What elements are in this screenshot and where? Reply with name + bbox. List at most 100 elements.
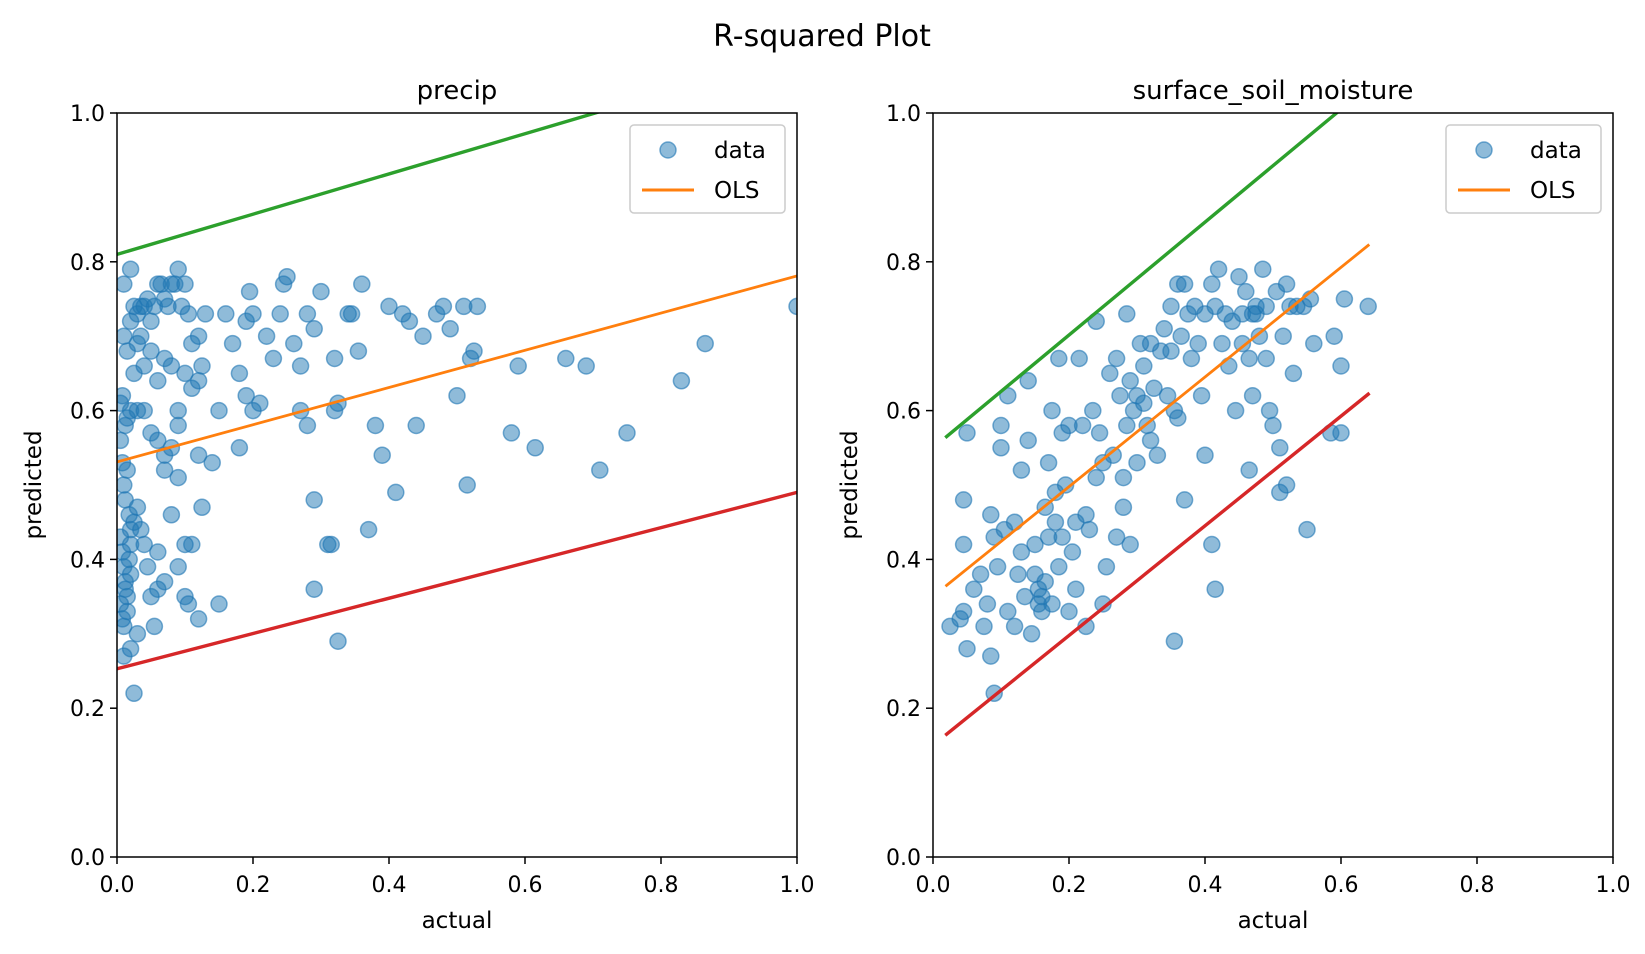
lower-bound-line xyxy=(117,490,797,671)
legend-data-marker xyxy=(659,141,677,159)
data-point xyxy=(135,535,153,554)
data-point xyxy=(458,476,476,494)
data-point xyxy=(1141,431,1160,450)
data-point xyxy=(1148,446,1167,464)
data-point xyxy=(176,275,194,293)
y-tick-label: 0.8 xyxy=(886,251,921,276)
data-point xyxy=(135,357,153,375)
y-tick-label: 0.6 xyxy=(70,400,105,425)
data-point xyxy=(1046,513,1065,531)
data-point xyxy=(1175,491,1194,509)
data-point xyxy=(298,305,317,323)
x-tick-label: 0.6 xyxy=(508,873,543,898)
data-point xyxy=(1135,394,1153,412)
data-point xyxy=(189,372,208,390)
data-point xyxy=(1206,580,1224,598)
data-point xyxy=(1196,446,1214,464)
data-point xyxy=(366,416,385,435)
data-point xyxy=(120,550,138,569)
data-point xyxy=(1237,282,1255,301)
data-point xyxy=(577,357,595,375)
data-point xyxy=(291,357,310,375)
data-point xyxy=(1277,476,1296,494)
data-point xyxy=(1080,520,1099,539)
data-point xyxy=(1019,431,1037,450)
data-point xyxy=(149,543,167,561)
data-point xyxy=(271,305,289,323)
data-point xyxy=(1247,305,1265,323)
data-point xyxy=(285,334,303,353)
data-point xyxy=(169,416,187,435)
data-point xyxy=(1271,439,1289,457)
data-point xyxy=(305,491,323,509)
y-tick-label: 0.2 xyxy=(70,697,105,722)
data-point xyxy=(237,386,255,405)
x-tick-label: 0.0 xyxy=(100,873,135,898)
data-point xyxy=(448,386,466,405)
data-point xyxy=(1022,625,1041,643)
x-tick-label: 0.6 xyxy=(1324,873,1359,898)
data-point xyxy=(1172,327,1190,345)
data-point xyxy=(305,580,323,598)
data-point xyxy=(1060,602,1078,621)
data-point xyxy=(1226,401,1245,420)
data-point xyxy=(149,372,167,390)
data-point xyxy=(189,327,208,345)
data-point xyxy=(502,424,521,442)
data-point xyxy=(992,416,1010,435)
data-point xyxy=(1050,349,1068,368)
data-point xyxy=(1175,275,1194,293)
plot-area xyxy=(933,113,1613,857)
data-point xyxy=(954,535,973,554)
y-tick-label: 0.4 xyxy=(70,548,105,573)
data-point xyxy=(162,357,181,375)
legend: data OLS xyxy=(629,124,786,214)
data-point xyxy=(1332,357,1350,375)
data-point xyxy=(1005,617,1024,636)
data-point xyxy=(1053,528,1071,546)
data-point xyxy=(1182,349,1201,368)
data-point xyxy=(118,602,136,621)
data-point xyxy=(1165,632,1184,650)
data-point xyxy=(118,461,136,479)
data-point xyxy=(142,342,160,360)
data-point xyxy=(526,439,544,457)
data-point xyxy=(349,342,368,360)
data-point xyxy=(142,312,160,331)
data-point xyxy=(1121,372,1139,390)
x-tick-label: 1.0 xyxy=(780,873,815,898)
data-point xyxy=(1332,424,1350,442)
data-point xyxy=(132,520,150,539)
data-point xyxy=(1118,416,1136,435)
data-point xyxy=(1114,468,1133,487)
data-point xyxy=(179,595,198,613)
data-point xyxy=(1009,565,1027,584)
data-point xyxy=(1101,364,1119,383)
data-point xyxy=(1243,386,1262,405)
data-point xyxy=(672,372,691,390)
data-point xyxy=(264,349,283,368)
data-point xyxy=(1250,327,1269,345)
data-point xyxy=(132,327,150,345)
data-point xyxy=(1145,379,1163,398)
data-point xyxy=(982,647,1000,665)
data-point xyxy=(223,334,242,353)
data-point xyxy=(1077,506,1095,524)
data-point xyxy=(322,535,340,554)
data-point xyxy=(992,439,1010,457)
data-point xyxy=(1257,349,1275,368)
data-point xyxy=(117,275,133,293)
data-point xyxy=(1111,386,1129,405)
axes-frame xyxy=(116,112,798,858)
data-point xyxy=(1128,453,1146,472)
data-point xyxy=(1050,558,1068,576)
ols-line xyxy=(944,243,1371,588)
data-point xyxy=(407,416,425,435)
x-axis-label: actual xyxy=(1238,908,1309,934)
data-point xyxy=(1155,320,1173,338)
data-point xyxy=(1090,424,1109,442)
data-point xyxy=(217,305,235,323)
data-point xyxy=(1162,342,1180,360)
data-point xyxy=(121,260,140,278)
